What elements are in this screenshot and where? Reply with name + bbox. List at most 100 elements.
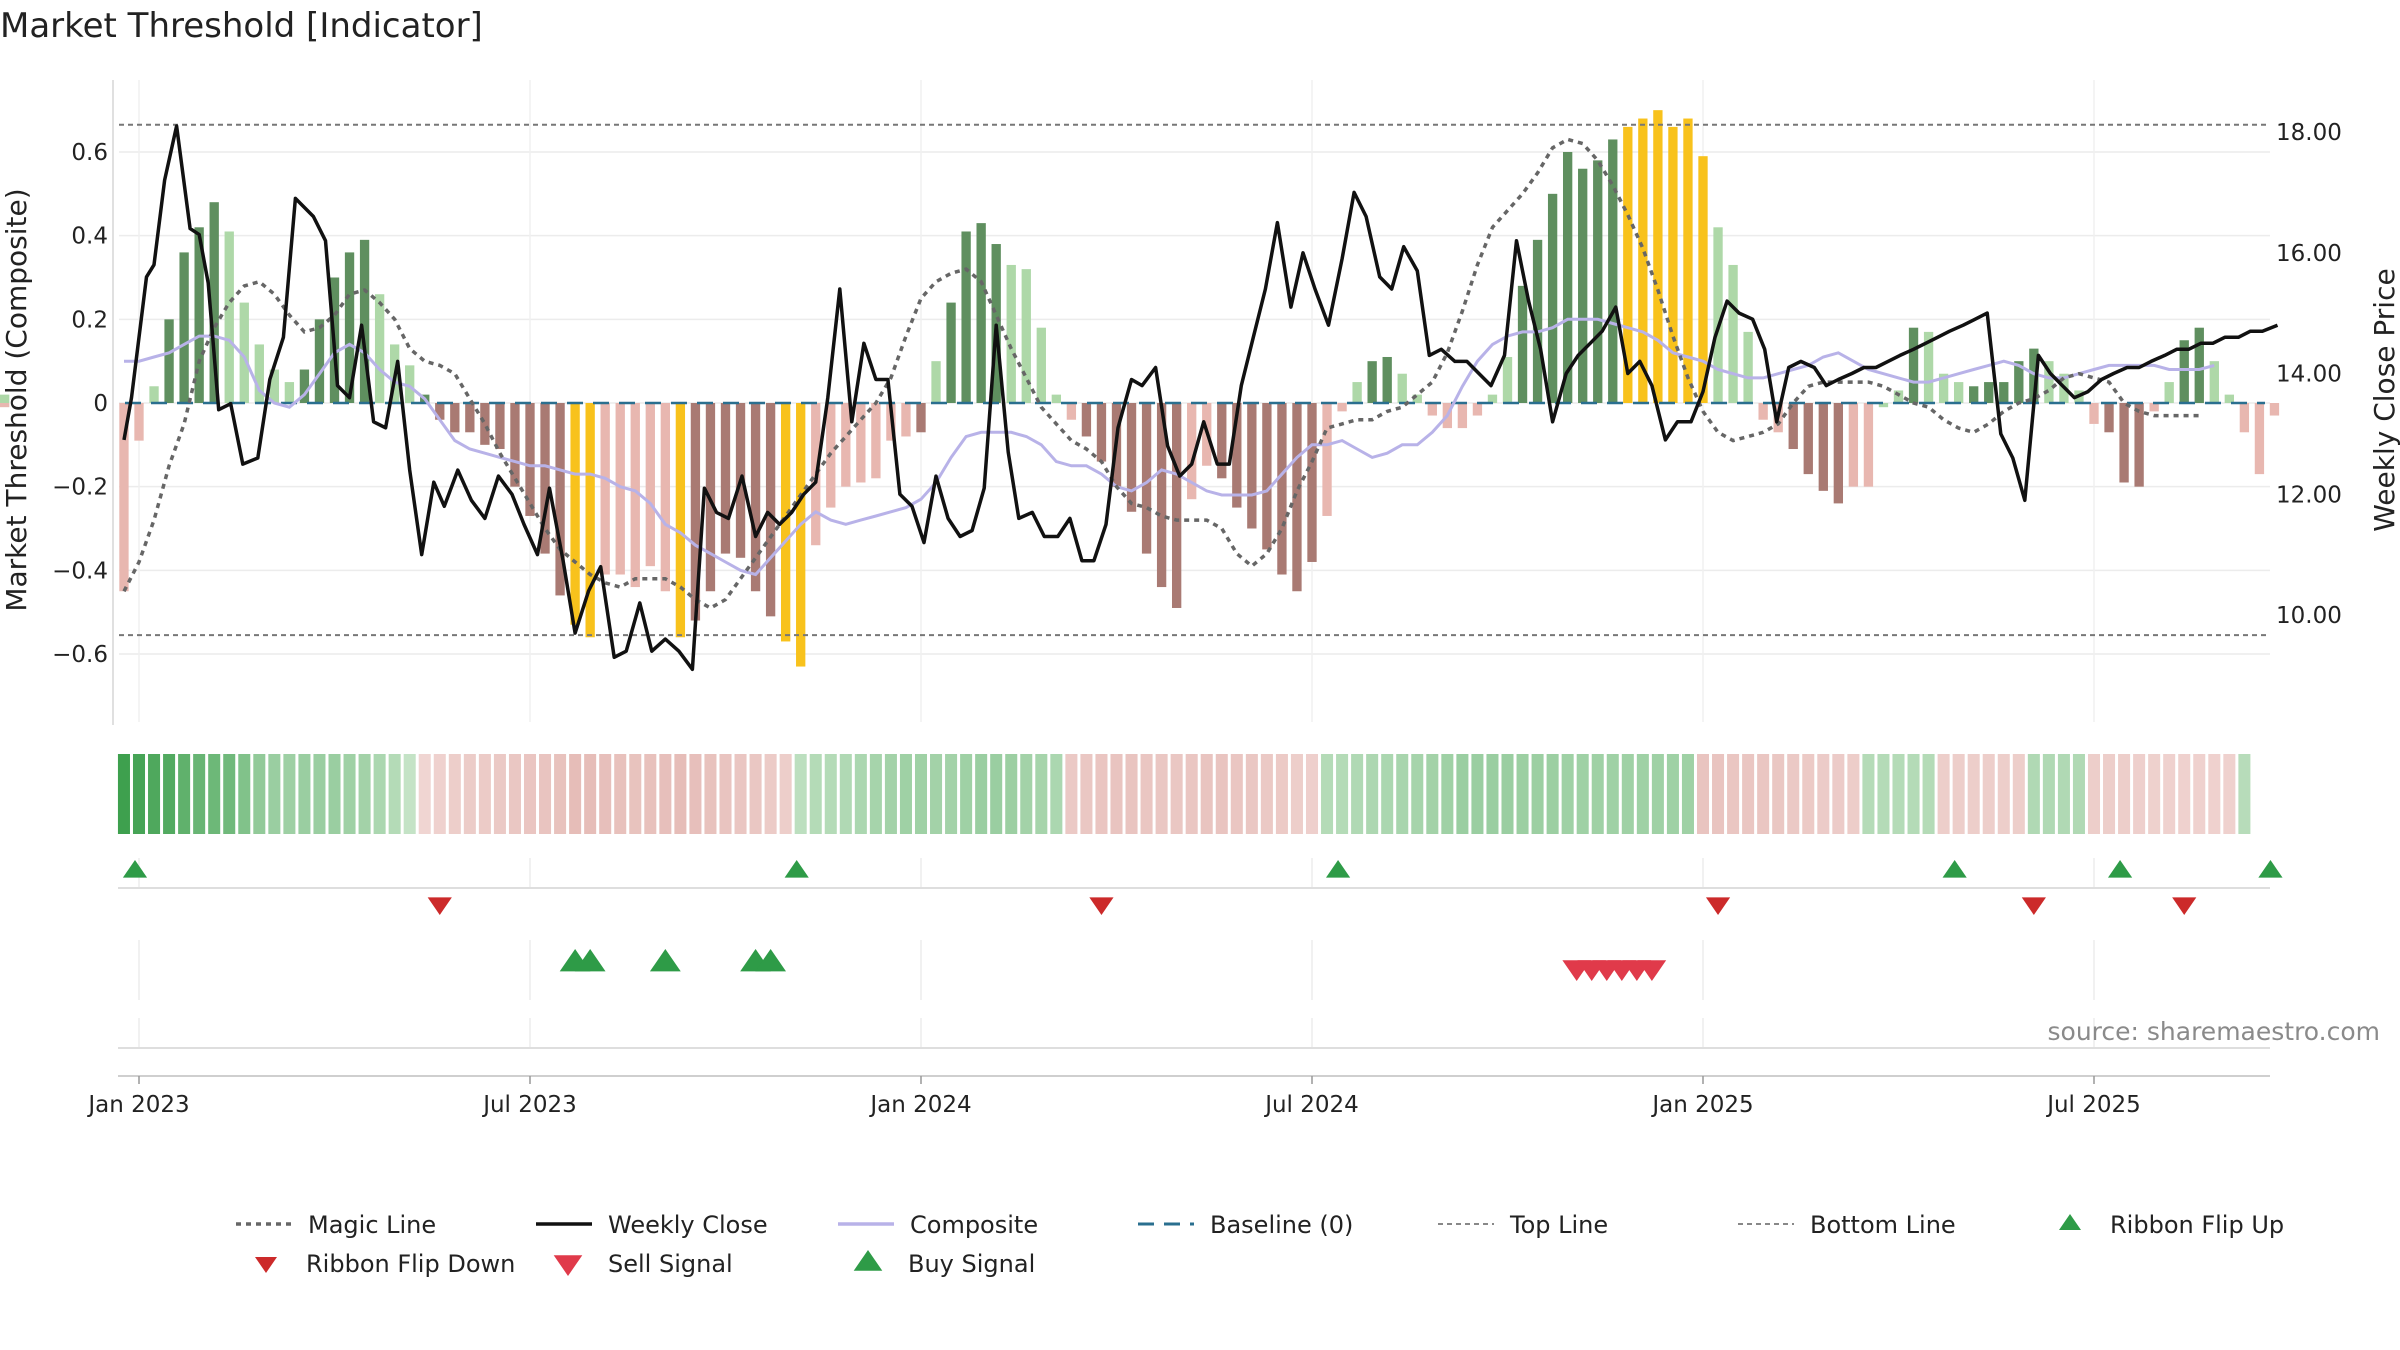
- ribbon-cell: [975, 754, 988, 834]
- ribbon-cell: [1576, 754, 1589, 834]
- ribbon-cell: [2163, 754, 2176, 834]
- threshold-bar: [2149, 403, 2159, 412]
- ribbon-cell: [148, 754, 161, 834]
- threshold-bar: [871, 403, 881, 479]
- ribbon-cell: [1005, 754, 1018, 834]
- ribbon-flip-up-marker: [1942, 860, 1967, 878]
- ribbon-cell: [1155, 754, 1168, 834]
- ribbon-cell: [869, 754, 882, 834]
- ribbon-cell: [1095, 754, 1108, 834]
- ribbon-flip-up-marker: [784, 860, 809, 878]
- threshold-bar: [1623, 126, 1633, 404]
- threshold-bar: [1984, 382, 1994, 403]
- ribbon-cell: [719, 754, 732, 834]
- y-tick-label: −0.4: [52, 558, 108, 584]
- threshold-bar: [1547, 193, 1558, 403]
- ribbon-cell: [569, 754, 582, 834]
- threshold-bar: [1713, 227, 1723, 403]
- x-tick-label: Jan 2023: [86, 1092, 189, 1118]
- ribbon-cell: [1892, 754, 1905, 834]
- ribbon-cell: [1245, 754, 1258, 834]
- ribbon-cell: [1305, 754, 1319, 834]
- threshold-bar: [1908, 327, 1919, 403]
- ribbon-cell: [238, 754, 251, 834]
- threshold-bar: [149, 386, 159, 403]
- ribbon-cell: [2148, 754, 2161, 834]
- ribbon-cell: [1937, 754, 1950, 834]
- ribbon-cell: [824, 754, 837, 834]
- ribbon-cell: [1260, 754, 1273, 834]
- ribbon-cell: [2193, 754, 2206, 834]
- ribbon-cell: [1832, 754, 1845, 834]
- ribbon-cell: [990, 754, 1003, 834]
- legend-label: Weekly Close: [608, 1211, 768, 1239]
- threshold-bar: [299, 369, 310, 403]
- threshold-bar: [1141, 403, 1152, 554]
- ribbon-cell: [163, 754, 176, 834]
- threshold-bar: [976, 223, 986, 403]
- ribbon-cell: [629, 754, 642, 834]
- ribbon-cell: [523, 754, 537, 834]
- ribbon-cell: [674, 754, 687, 834]
- ribbon-cell: [2012, 754, 2025, 834]
- legend-swatch: [853, 1250, 883, 1271]
- ribbon-cell: [268, 754, 281, 834]
- ribbon-cell: [1396, 754, 1409, 834]
- threshold-bar: [1532, 239, 1543, 403]
- threshold-bar: [1969, 386, 1979, 403]
- legend-label: Buy Signal: [908, 1250, 1035, 1278]
- y2-tick-label: 14.00: [2276, 362, 2342, 388]
- ribbon-cell: [508, 754, 521, 834]
- y-tick-label: 0.4: [71, 224, 108, 250]
- threshold-bar: [1021, 269, 1031, 403]
- ribbon-cell: [343, 754, 356, 834]
- threshold-bar: [405, 365, 415, 403]
- y2-tick-label: 10.00: [2276, 603, 2342, 629]
- threshold-bar: [2194, 327, 2204, 403]
- ribbon-cell: [2178, 754, 2191, 834]
- threshold-bar: [765, 403, 776, 617]
- ribbon-cell: [1125, 754, 1138, 834]
- ribbon-cell: [1802, 754, 1815, 834]
- threshold-bar: [2269, 403, 2280, 416]
- threshold-bar: [675, 403, 686, 638]
- threshold-bar: [1923, 331, 1934, 403]
- ribbon-cell: [1290, 754, 1303, 834]
- ribbon-cell: [914, 754, 928, 834]
- threshold-bar: [2239, 403, 2250, 433]
- threshold-bar: [1247, 403, 1257, 529]
- threshold-bar: [1412, 394, 1422, 403]
- ribbon-cell: [1742, 754, 1755, 834]
- threshold-bar: [179, 252, 189, 403]
- ribbon-cell: [1621, 754, 1634, 834]
- ribbon-cell: [1441, 754, 1454, 834]
- threshold-bar: [1232, 403, 1242, 508]
- ribbon-cell: [1772, 754, 1785, 834]
- threshold-bar: [1833, 403, 1844, 504]
- ribbon-cell: [1922, 754, 1935, 834]
- ribbon-cell: [2072, 754, 2085, 834]
- ribbon-cell: [2042, 754, 2055, 834]
- ribbon-cell: [1907, 754, 1920, 834]
- ribbon-cell: [1080, 754, 1093, 834]
- y2-tick-label: 18.00: [2276, 120, 2342, 146]
- ribbon-cell: [2057, 754, 2070, 834]
- ribbon-cell: [1847, 754, 1860, 834]
- threshold-bar: [2254, 403, 2265, 475]
- threshold-bar: [615, 403, 625, 575]
- weekly-close-line: [122, 124, 2279, 672]
- y-tick-label: −0.2: [52, 475, 108, 501]
- threshold-bar: [269, 369, 280, 403]
- ribbon-cell: [839, 754, 852, 834]
- ribbon-cell: [1877, 754, 1890, 834]
- ribbon-cell: [1411, 754, 1424, 834]
- ribbon-cell: [223, 754, 236, 834]
- legend-label: Bottom Line: [1810, 1211, 1956, 1239]
- y-tick-label: 0.2: [71, 307, 108, 333]
- threshold-bar: [1638, 118, 1648, 404]
- ribbon-cell: [313, 754, 326, 834]
- ribbon-cell: [809, 754, 822, 834]
- buy-signal-marker: [755, 949, 787, 972]
- threshold-bar: [1217, 403, 1227, 479]
- ribbon-cell: [1381, 754, 1394, 834]
